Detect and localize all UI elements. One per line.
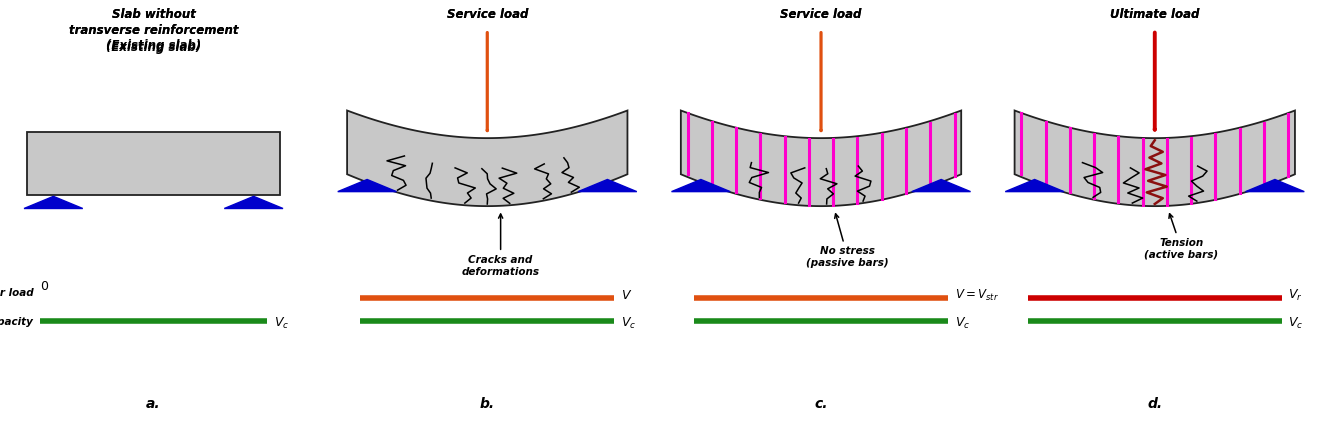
Text: b.: b. xyxy=(479,397,495,411)
Text: Service load: Service load xyxy=(781,8,861,22)
Polygon shape xyxy=(912,179,971,192)
Text: $V_c$: $V_c$ xyxy=(1288,315,1303,331)
Text: Service load: Service load xyxy=(447,8,527,22)
Polygon shape xyxy=(1246,179,1304,192)
Bar xyxy=(27,132,280,196)
Text: capacity: capacity xyxy=(0,317,33,327)
Text: Slab without
transverse reinforcement
(Existing slab): Slab without transverse reinforcement (E… xyxy=(69,8,238,54)
Polygon shape xyxy=(347,110,627,206)
Text: Service load: Service load xyxy=(447,8,527,22)
Text: Slab without
transverse reinforcement
(Existing slab): Slab without transverse reinforcement (E… xyxy=(69,8,238,51)
Text: $V_c$: $V_c$ xyxy=(955,315,969,331)
Text: Service load: Service load xyxy=(781,8,861,22)
Text: Ultimate load: Ultimate load xyxy=(1111,8,1199,22)
Polygon shape xyxy=(338,179,396,192)
Text: c.: c. xyxy=(814,397,828,411)
Text: d.: d. xyxy=(1147,397,1163,411)
Polygon shape xyxy=(672,179,730,192)
Text: $V$: $V$ xyxy=(621,289,631,302)
Text: Cracks and
deformations: Cracks and deformations xyxy=(462,214,539,277)
Text: $0$: $0$ xyxy=(40,280,49,293)
Text: Tension
(active bars): Tension (active bars) xyxy=(1144,214,1219,260)
Polygon shape xyxy=(578,179,637,192)
Polygon shape xyxy=(681,110,961,206)
Polygon shape xyxy=(1015,110,1295,206)
Polygon shape xyxy=(1005,179,1064,192)
Text: No stress
(passive bars): No stress (passive bars) xyxy=(806,214,889,268)
Text: a.: a. xyxy=(147,397,160,411)
Text: $V_c$: $V_c$ xyxy=(621,315,635,331)
Text: Ultimate load: Ultimate load xyxy=(1111,8,1199,22)
Polygon shape xyxy=(224,196,283,209)
Text: $V_r$: $V_r$ xyxy=(1288,288,1303,303)
Polygon shape xyxy=(24,196,83,209)
Text: $V_c$: $V_c$ xyxy=(274,315,288,331)
Text: Shear load: Shear load xyxy=(0,288,33,298)
Text: $V = V_{str}$: $V = V_{str}$ xyxy=(955,288,999,303)
